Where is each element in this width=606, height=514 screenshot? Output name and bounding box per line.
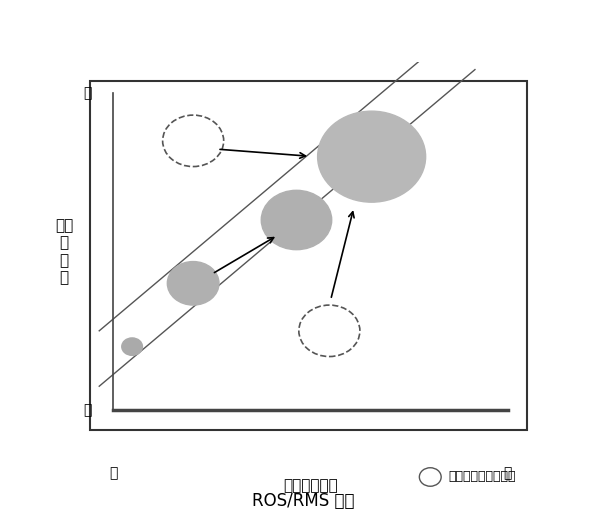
Circle shape — [261, 190, 331, 250]
Text: 高: 高 — [504, 466, 512, 480]
Text: 低: 低 — [109, 466, 118, 480]
Text: 面积表示产品销售额: 面积表示产品销售额 — [448, 470, 516, 484]
Text: 销售
回
报
率: 销售 回 报 率 — [55, 218, 73, 285]
FancyBboxPatch shape — [90, 82, 527, 430]
Text: 低: 低 — [83, 403, 92, 417]
Text: 相对市场份额: 相对市场份额 — [283, 478, 338, 492]
Circle shape — [318, 111, 425, 202]
Circle shape — [122, 338, 142, 355]
Text: 高: 高 — [83, 86, 92, 100]
Circle shape — [167, 262, 219, 305]
Text: ROS/RMS 矩阵: ROS/RMS 矩阵 — [251, 492, 355, 510]
